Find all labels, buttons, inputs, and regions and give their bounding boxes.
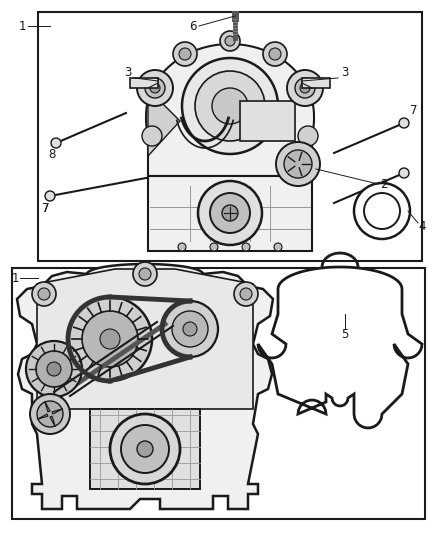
Circle shape — [30, 394, 70, 434]
Circle shape — [137, 441, 153, 457]
Text: 8: 8 — [48, 149, 56, 161]
Polygon shape — [37, 414, 48, 419]
Circle shape — [210, 243, 218, 251]
Circle shape — [195, 71, 265, 141]
Circle shape — [47, 362, 61, 376]
Text: 2: 2 — [380, 177, 388, 190]
Polygon shape — [258, 267, 422, 428]
Circle shape — [182, 58, 278, 154]
Circle shape — [263, 42, 287, 66]
Circle shape — [68, 297, 152, 381]
Circle shape — [173, 42, 197, 66]
Circle shape — [139, 268, 151, 280]
Circle shape — [51, 138, 61, 148]
Polygon shape — [17, 264, 273, 509]
Circle shape — [212, 88, 248, 124]
Circle shape — [399, 168, 409, 178]
Circle shape — [36, 351, 72, 387]
Circle shape — [26, 341, 82, 397]
Circle shape — [45, 191, 55, 201]
Circle shape — [364, 193, 400, 229]
Polygon shape — [50, 416, 55, 427]
Circle shape — [32, 282, 56, 306]
Circle shape — [240, 288, 252, 300]
Polygon shape — [37, 269, 253, 409]
Text: 4: 4 — [418, 220, 426, 232]
Circle shape — [276, 142, 320, 186]
Circle shape — [100, 329, 120, 349]
Circle shape — [183, 322, 197, 336]
Circle shape — [300, 83, 310, 93]
Circle shape — [269, 48, 281, 60]
Circle shape — [234, 282, 258, 306]
Circle shape — [150, 83, 160, 93]
Circle shape — [298, 126, 318, 146]
Circle shape — [274, 243, 282, 251]
Circle shape — [82, 311, 138, 367]
Circle shape — [225, 36, 235, 46]
Text: 7: 7 — [42, 201, 50, 214]
Circle shape — [399, 118, 409, 128]
Polygon shape — [45, 401, 50, 412]
Circle shape — [354, 183, 410, 239]
Circle shape — [37, 401, 63, 427]
Circle shape — [198, 181, 262, 245]
Circle shape — [38, 288, 50, 300]
Circle shape — [121, 425, 169, 473]
Polygon shape — [52, 409, 63, 414]
Circle shape — [178, 243, 186, 251]
Text: 7: 7 — [410, 104, 418, 117]
Polygon shape — [146, 44, 314, 176]
Text: 1: 1 — [18, 20, 26, 33]
Circle shape — [110, 414, 180, 484]
Circle shape — [295, 78, 315, 98]
Bar — [12, 268, 425, 519]
Circle shape — [210, 193, 250, 233]
Circle shape — [220, 31, 240, 51]
Bar — [148, 176, 312, 251]
Text: 3: 3 — [124, 67, 132, 79]
Text: 6: 6 — [189, 20, 197, 33]
Circle shape — [222, 205, 238, 221]
Bar — [130, 78, 158, 88]
Bar — [240, 101, 295, 141]
Bar — [90, 409, 200, 489]
Circle shape — [179, 48, 191, 60]
Circle shape — [142, 126, 162, 146]
Circle shape — [242, 243, 250, 251]
Circle shape — [145, 78, 165, 98]
Circle shape — [284, 150, 312, 178]
Bar — [302, 78, 330, 88]
Text: 7: 7 — [42, 201, 50, 214]
Circle shape — [162, 301, 218, 357]
Text: 3: 3 — [341, 67, 349, 79]
Circle shape — [137, 70, 173, 106]
Text: 5: 5 — [341, 327, 349, 341]
Bar — [38, 12, 422, 261]
Text: 1: 1 — [11, 271, 19, 285]
Circle shape — [172, 311, 208, 347]
Polygon shape — [148, 96, 180, 156]
Circle shape — [287, 70, 323, 106]
Circle shape — [133, 262, 157, 286]
